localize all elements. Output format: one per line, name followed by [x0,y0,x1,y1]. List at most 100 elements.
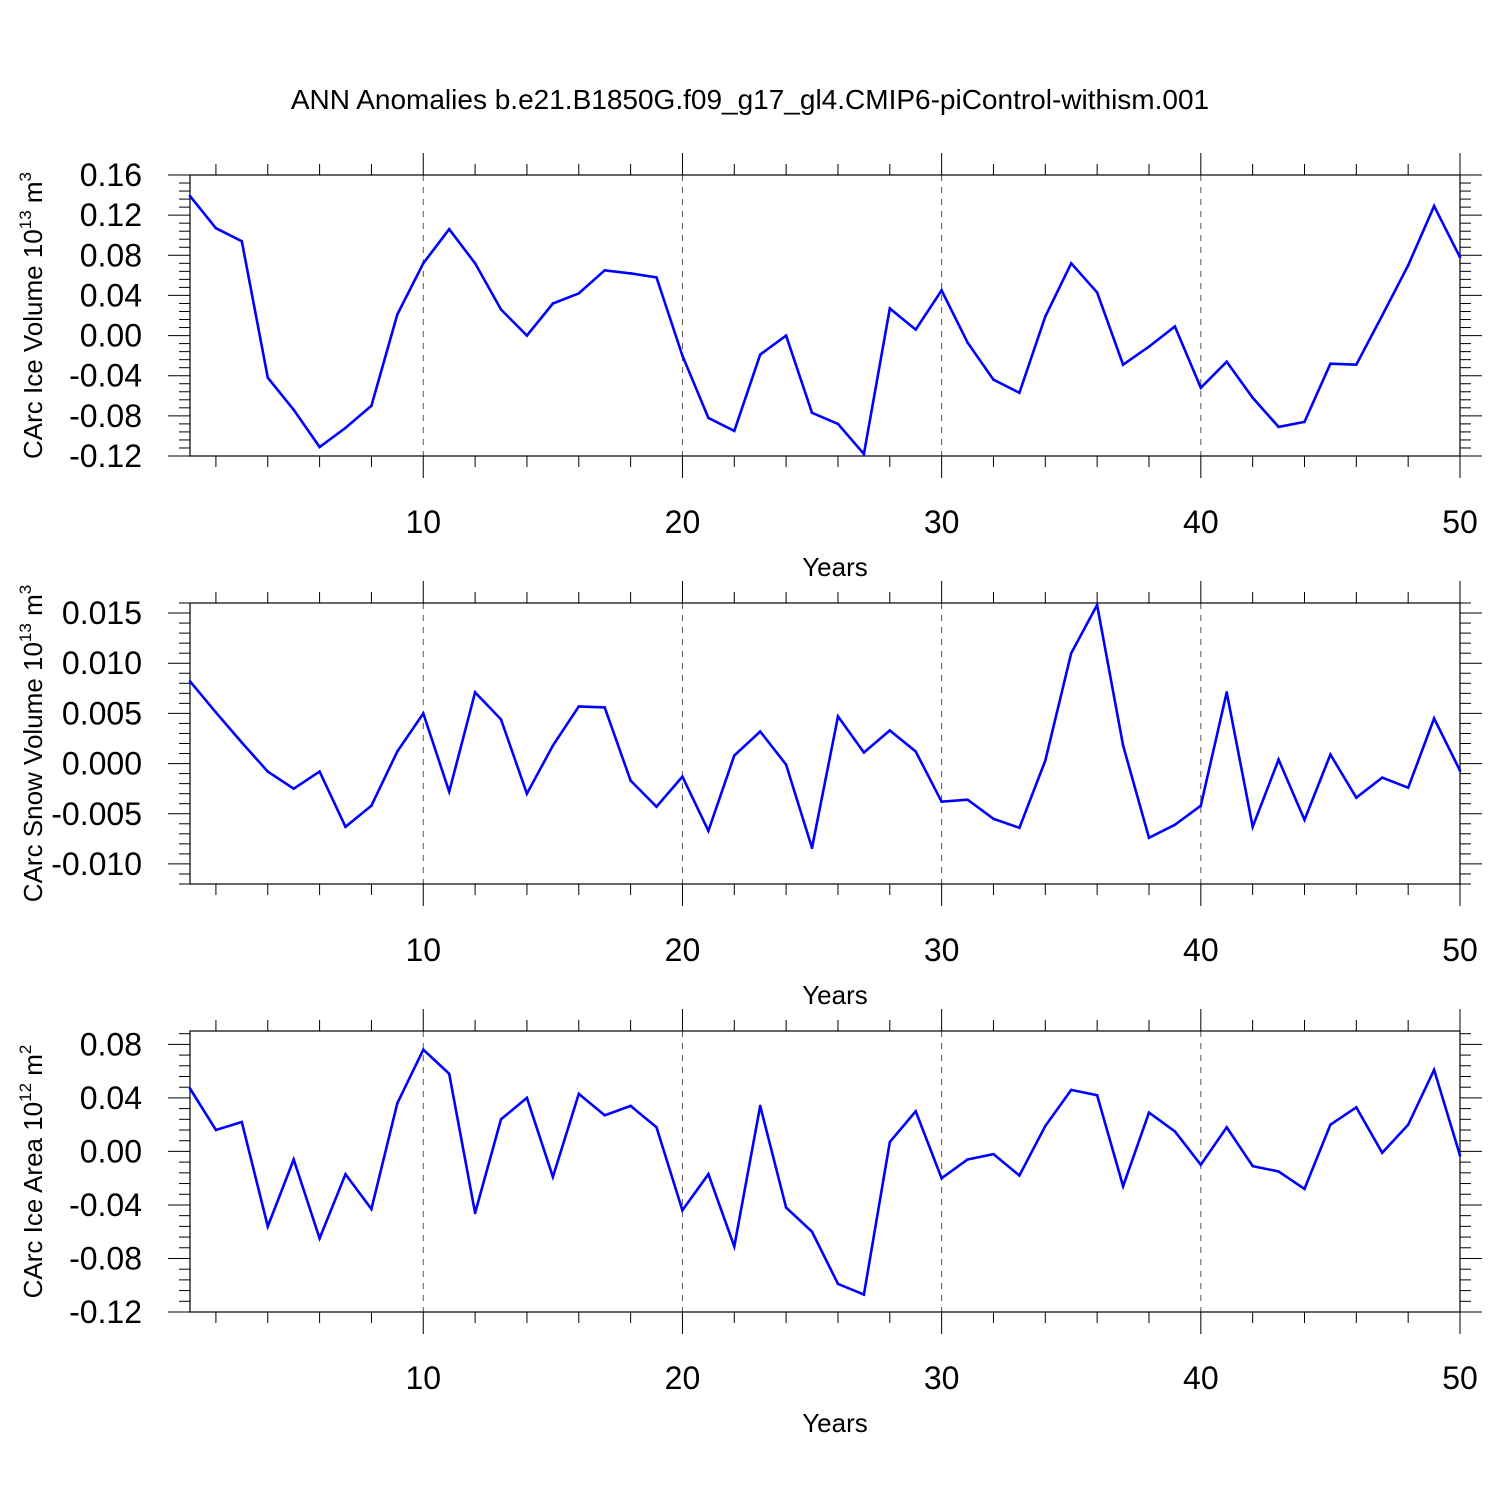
data-point [525,1096,529,1100]
plot-frame [189,1030,1461,1313]
data-point [992,378,995,382]
data-point [525,334,529,337]
panel-2: 10 20 30 40 50 -0.010 -0.005 0.000 0.005 0.010 0.0… [16,581,1482,1010]
data-point [1095,291,1099,294]
y-tick-label: 0.000 [62,746,142,782]
plot-frame [189,174,1461,457]
data-point [1329,362,1332,365]
data-point [370,1207,373,1211]
series-line [188,1047,1462,1297]
x-axis-label: Years [802,1408,868,1438]
data-point [603,706,606,709]
data-point [551,1175,555,1179]
data-point [214,1128,218,1132]
data-point [629,272,632,275]
data-point [396,1101,399,1105]
x-tick-label: 10 [405,932,441,968]
data-point [1044,1124,1047,1128]
data-point [214,226,218,230]
data-point [1044,315,1047,318]
data-point [447,227,451,231]
data-point [1277,758,1280,761]
data-point [1121,363,1125,366]
data-point [1303,420,1306,424]
x-tick-label: 30 [924,932,960,968]
data-point [188,679,192,683]
data-point [1121,744,1125,747]
panel-1: 10 20 30 40 50 -0.12 -0.08 -0.04 0.00 0.04 0.08 0.1… [16,153,1482,582]
y-tick-label: 0.00 [80,1133,142,1169]
x-axis-label: Years [802,552,868,582]
data-point [1225,1126,1229,1129]
data-point [862,1293,866,1296]
data-point [888,729,892,732]
data-point [1458,769,1462,772]
data-point [655,1126,658,1129]
data-point [344,426,347,430]
y-tick-label: 0.00 [80,318,142,354]
data-point [681,354,684,357]
data-point [1406,264,1410,267]
x-tick-label: 30 [924,504,960,540]
data-point [421,1048,425,1052]
data-point [1018,826,1021,830]
data-point [1380,776,1384,779]
x-tick-label: 10 [405,504,441,540]
y-tick-label: 0.015 [62,595,142,631]
data-point [318,770,321,773]
data-point [525,792,529,795]
data-point [603,1114,606,1117]
x-tick-label: 40 [1183,504,1219,540]
data-point [888,1140,892,1144]
data-point [810,1230,814,1234]
y-tick-label: -0.08 [69,1240,142,1276]
data-point [1147,836,1151,840]
data-point [732,1245,736,1248]
data-point [188,194,192,198]
data-point [914,328,918,331]
x-axis-label: Years [802,980,868,1010]
data-point [577,705,581,708]
data-point [784,1206,788,1209]
data-point [681,1209,684,1212]
data-point [732,754,736,757]
data-point [966,798,969,801]
data-point [1121,1184,1125,1188]
data-point [421,262,425,265]
data-point [1173,1130,1177,1133]
data-point [1251,825,1254,829]
x-tick-label: 50 [1442,504,1478,540]
data-point [732,429,736,433]
data-point [1355,363,1358,366]
data-point [1380,314,1384,317]
data-point [1044,759,1047,762]
data-point [1303,1187,1306,1191]
x-tick-label: 10 [405,1360,441,1396]
data-point [1458,1154,1462,1157]
data-point [1199,386,1203,390]
data-point [1277,425,1280,429]
data-point [1225,360,1229,363]
data-point [240,239,244,243]
data-point [318,445,321,449]
data-point [992,817,995,821]
y-axis-label: CArc Snow Volume 1013 m3 [16,585,48,902]
data-point [758,1104,762,1108]
data-point [396,750,399,753]
data-point [1018,1174,1021,1177]
data-point [810,411,814,415]
chart-title: ANN Anomalies b.e21.B1850G.f09_g17_gl4.C… [290,84,1210,115]
y-axis-label: CArc Ice Area 1012 m2 [16,1045,48,1299]
data-point [240,1120,244,1124]
x-tick-label: 20 [665,932,701,968]
panel-3: 10 20 30 40 50 -0.12 -0.08 -0.04 0.00 0.04 0.08 Yea… [16,1009,1482,1438]
data-point [577,292,581,295]
data-point [1173,325,1177,328]
data-point [551,302,555,305]
y-tick-label: -0.005 [51,796,142,832]
data-point [940,1176,943,1180]
data-point [758,730,762,733]
data-point [1458,255,1462,259]
data-point [784,763,788,766]
